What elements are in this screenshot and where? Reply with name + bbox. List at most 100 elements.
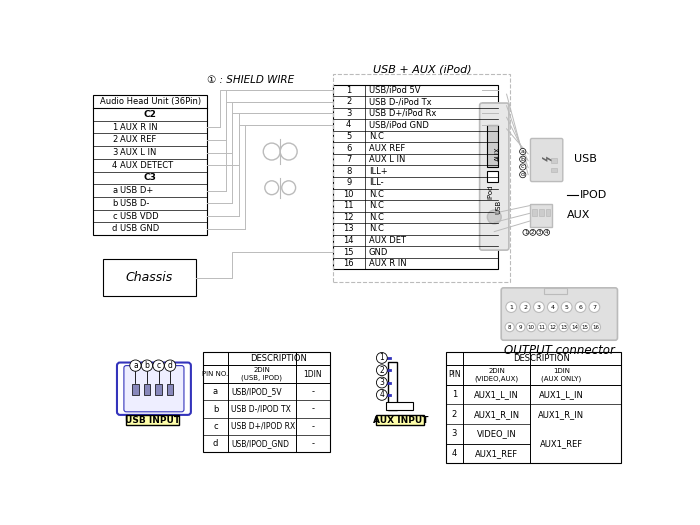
- Text: ⌁: ⌁: [541, 150, 552, 169]
- Text: 8: 8: [508, 324, 512, 330]
- Text: 7: 7: [592, 304, 596, 310]
- Text: 5: 5: [565, 304, 568, 310]
- Text: 2: 2: [379, 366, 384, 375]
- Text: 4: 4: [346, 120, 351, 130]
- Circle shape: [516, 322, 525, 332]
- Circle shape: [561, 302, 572, 312]
- Circle shape: [526, 322, 536, 332]
- Text: 1DIN
(AUX ONLY): 1DIN (AUX ONLY): [541, 368, 582, 382]
- Text: 3: 3: [379, 378, 384, 387]
- Bar: [167, 384, 173, 395]
- Text: AUX R IN: AUX R IN: [369, 259, 407, 268]
- Text: Chassis: Chassis: [126, 271, 173, 285]
- Text: AUX DET: AUX DET: [369, 236, 406, 245]
- Text: 4: 4: [551, 304, 555, 310]
- Text: 12: 12: [344, 213, 354, 222]
- Text: d: d: [112, 224, 118, 233]
- Text: PIN NO.: PIN NO.: [202, 371, 229, 377]
- Bar: [552, 159, 557, 163]
- Text: USB D-: USB D-: [120, 199, 149, 208]
- Text: 3: 3: [538, 230, 542, 235]
- Text: USB/iPod 5V: USB/iPod 5V: [369, 86, 420, 95]
- Text: USB: USB: [495, 200, 501, 215]
- Text: 1: 1: [346, 86, 351, 95]
- Circle shape: [580, 322, 589, 332]
- Text: -: -: [312, 387, 314, 396]
- Text: N.C: N.C: [369, 224, 384, 234]
- Circle shape: [506, 302, 517, 312]
- Text: a: a: [213, 387, 218, 396]
- Text: 13: 13: [560, 324, 567, 330]
- Text: 1: 1: [112, 123, 118, 132]
- Bar: [539, 208, 544, 216]
- Text: USB D-/IPOD TX: USB D-/IPOD TX: [231, 405, 290, 414]
- Circle shape: [559, 322, 568, 332]
- Text: 3: 3: [452, 429, 457, 438]
- Text: 2DIN
(VIDEO,AUX): 2DIN (VIDEO,AUX): [475, 368, 519, 382]
- Text: 6: 6: [579, 304, 582, 310]
- Text: AUX REF: AUX REF: [120, 135, 156, 144]
- Text: 9: 9: [346, 178, 351, 187]
- Text: 10: 10: [528, 324, 535, 330]
- Text: 4: 4: [452, 449, 457, 458]
- Text: 6: 6: [346, 143, 351, 153]
- Text: DESCRIPTION: DESCRIPTION: [251, 354, 307, 363]
- Text: 2DIN
(USB, IPOD): 2DIN (USB, IPOD): [241, 368, 282, 381]
- Text: USB GND: USB GND: [120, 224, 160, 233]
- Text: USB D+/IPOD RX: USB D+/IPOD RX: [231, 422, 295, 430]
- Bar: [132, 384, 139, 395]
- Text: c: c: [157, 361, 160, 370]
- Circle shape: [548, 322, 557, 332]
- Bar: [487, 171, 498, 182]
- Text: AUX: AUX: [567, 209, 590, 219]
- Text: 2: 2: [523, 304, 527, 310]
- Bar: [552, 167, 557, 172]
- Circle shape: [505, 322, 514, 332]
- Text: 14: 14: [344, 236, 354, 245]
- Bar: [386, 402, 414, 410]
- Text: AUX1_R_IN: AUX1_R_IN: [538, 410, 584, 419]
- Text: -: -: [312, 405, 314, 414]
- Text: 15: 15: [344, 247, 354, 257]
- Bar: [377, 415, 424, 425]
- Text: 16: 16: [592, 324, 599, 330]
- Text: c: c: [112, 212, 117, 220]
- Bar: [93, 96, 207, 235]
- Text: 2: 2: [531, 230, 535, 235]
- Bar: [126, 415, 178, 425]
- Text: AUX: AUX: [495, 146, 501, 161]
- Circle shape: [280, 143, 298, 160]
- Bar: [332, 85, 498, 269]
- Circle shape: [592, 322, 601, 332]
- Bar: [388, 362, 398, 410]
- Text: 15: 15: [582, 324, 589, 330]
- FancyBboxPatch shape: [117, 363, 191, 415]
- Text: ① : SHIELD WIRE: ① : SHIELD WIRE: [207, 75, 295, 85]
- Text: N.C: N.C: [369, 132, 384, 141]
- Text: USB/IPOD_5V: USB/IPOD_5V: [231, 387, 281, 396]
- FancyBboxPatch shape: [531, 139, 563, 182]
- Text: a: a: [521, 149, 525, 154]
- Text: 1: 1: [524, 230, 528, 235]
- Text: USB INPUT: USB INPUT: [125, 416, 180, 425]
- Bar: [446, 352, 622, 464]
- Bar: [543, 288, 567, 294]
- FancyBboxPatch shape: [480, 103, 509, 250]
- Text: 9: 9: [519, 324, 522, 330]
- Text: 10: 10: [344, 190, 354, 199]
- Bar: [155, 384, 162, 395]
- Text: 8: 8: [346, 166, 351, 176]
- Text: N.C: N.C: [369, 213, 384, 222]
- Text: 2: 2: [452, 410, 457, 419]
- Text: b: b: [521, 157, 525, 162]
- Text: ILL+: ILL+: [369, 166, 387, 176]
- Text: a: a: [112, 186, 117, 195]
- Text: 3: 3: [346, 109, 351, 118]
- FancyBboxPatch shape: [124, 365, 184, 412]
- Circle shape: [538, 322, 547, 332]
- Text: AUX REF: AUX REF: [369, 143, 405, 153]
- Circle shape: [263, 143, 280, 160]
- Text: 5: 5: [346, 132, 351, 141]
- Text: USB + AUX (iPod): USB + AUX (iPod): [372, 64, 471, 74]
- Text: 1DIN: 1DIN: [304, 370, 322, 379]
